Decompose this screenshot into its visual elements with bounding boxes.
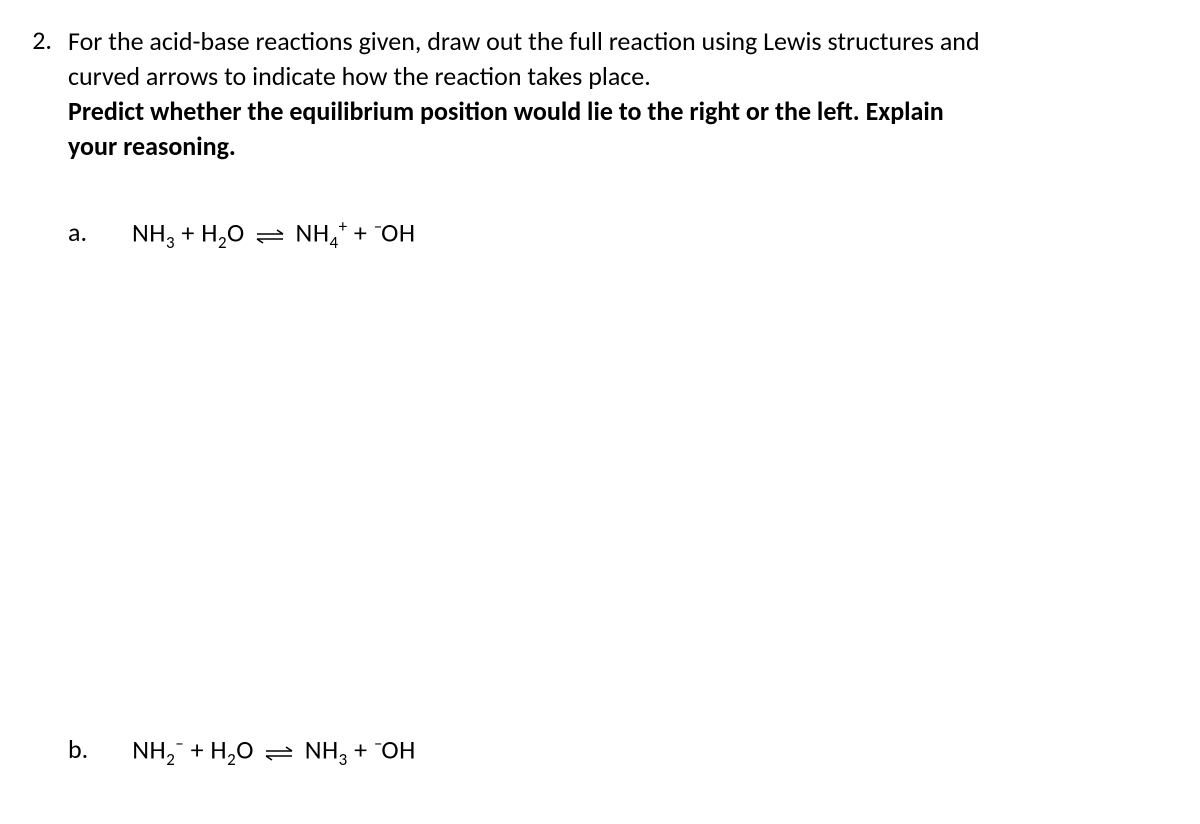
part-b-equation: NH2– + H2O NH3 + –OH	[132, 733, 416, 770]
a-product1-sup: +	[339, 216, 348, 237]
part-a-equation: NH3 + H2O NH4+ + –OH	[132, 216, 416, 253]
b-product1-base: NH	[305, 734, 339, 766]
sub-items: a. NH3 + H2O NH4+ + –OH b. NH2– + H2O NH…	[68, 216, 1160, 770]
equilibrium-arrow-icon	[255, 228, 285, 244]
a-product2-base: OH	[381, 217, 415, 249]
a-plus1: +	[175, 217, 201, 249]
a-product1-sub: 4	[330, 232, 339, 253]
b-reactant2-sub: 2	[227, 749, 236, 770]
b-product2-base: OH	[381, 734, 415, 766]
b-reactant1-base: NH	[132, 734, 166, 766]
b-plus2: +	[348, 734, 374, 766]
b-reactant1-sup: –	[175, 733, 184, 754]
a-reactant2-base: H	[201, 217, 218, 249]
a-reactant2-tail: O	[227, 217, 245, 249]
part-b: b. NH2– + H2O NH3 + –OH	[68, 733, 1160, 770]
b-reactant2-tail: O	[236, 734, 254, 766]
b-plus1: +	[184, 734, 210, 766]
question-number: 2.	[24, 24, 52, 164]
a-reactant1-sub: 3	[166, 232, 175, 253]
a-plus2: +	[348, 217, 374, 249]
b-reactant1-sub: 2	[166, 749, 175, 770]
question-intro-line1: For the acid-base reactions given, draw …	[68, 24, 1160, 59]
part-b-label: b.	[68, 733, 88, 770]
a-product1-base: NH	[296, 217, 330, 249]
question-intro-line2: curved arrows to indicate how the reacti…	[68, 59, 1160, 94]
question-bold-line1: Predict whether the equilibrium position…	[68, 94, 1160, 129]
question-bold-line2: your reasoning.	[68, 129, 1160, 164]
b-reactant2-base: H	[210, 734, 227, 766]
part-a: a. NH3 + H2O NH4+ + –OH	[68, 216, 1160, 253]
a-reactant1-base: NH	[132, 217, 166, 249]
question-block: 2. For the acid-base reactions given, dr…	[24, 24, 1160, 164]
part-a-label: a.	[68, 216, 88, 253]
a-reactant2-sub: 2	[218, 232, 227, 253]
b-product1-sub: 3	[339, 749, 348, 770]
question-body: For the acid-base reactions given, draw …	[68, 24, 1160, 164]
equilibrium-arrow-icon	[264, 745, 294, 761]
